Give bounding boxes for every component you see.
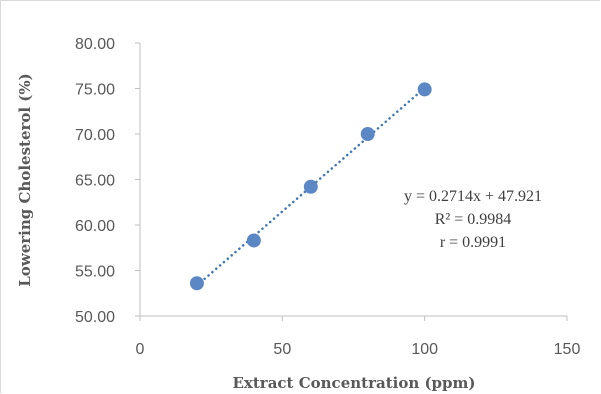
axes xyxy=(135,42,568,321)
trendline xyxy=(195,86,426,287)
y-tick-label: 80.00 xyxy=(75,36,115,53)
y-tick-label: 65.00 xyxy=(75,173,115,190)
r-squared-label: R² = 0.9984 xyxy=(435,211,512,228)
r-label: r = 0.9991 xyxy=(440,234,506,251)
y-tick-label: 60.00 xyxy=(75,218,115,235)
x-axis-title: Extract Concentration (ppm) xyxy=(233,374,476,392)
regression-equation: y = 0.2714x + 47.921 xyxy=(404,188,542,205)
y-tick-label: 55.00 xyxy=(75,264,115,281)
data-point xyxy=(246,233,261,248)
y-axis-title: Lowering Cholesterol (%) xyxy=(16,73,34,287)
x-tick-label: 100 xyxy=(411,341,438,358)
data-points xyxy=(189,82,432,291)
y-tick-label: 50.00 xyxy=(75,309,115,326)
y-tick-label: 75.00 xyxy=(75,82,115,99)
tick-labels: 50.00 55.00 60.00 65.00 70.00 75.00 80.00 0 50 10… xyxy=(75,36,580,358)
data-point xyxy=(303,179,318,194)
data-point xyxy=(360,127,375,141)
y-tick-label: 70.00 xyxy=(75,127,115,144)
x-tick-label: 0 xyxy=(136,341,145,358)
x-tick-label: 50 xyxy=(273,341,291,358)
data-point xyxy=(417,82,432,97)
trendline-group xyxy=(195,86,426,287)
x-tick-label: 150 xyxy=(554,341,581,358)
data-point xyxy=(189,276,204,291)
